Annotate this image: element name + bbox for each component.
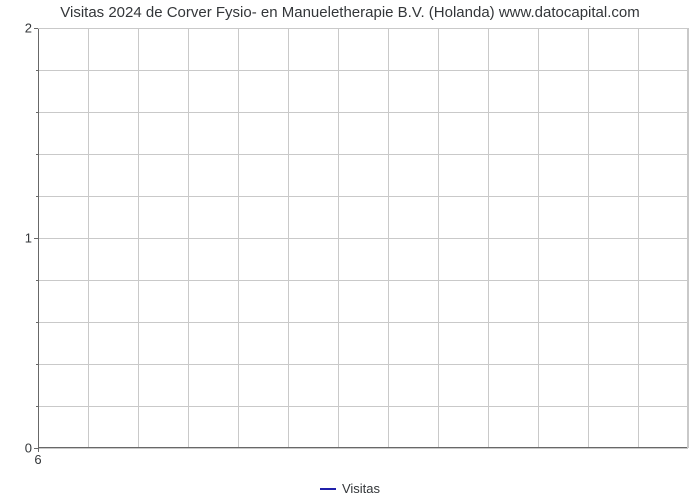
plot-border	[38, 447, 688, 448]
grid-line-h	[38, 322, 688, 323]
grid-line-v	[88, 28, 89, 448]
grid-line-h	[38, 280, 688, 281]
grid-line-v	[238, 28, 239, 448]
legend-swatch	[320, 488, 336, 490]
grid-line-v	[688, 28, 689, 448]
grid-line-v	[338, 28, 339, 448]
grid-line-v	[388, 28, 389, 448]
plot-border	[38, 28, 39, 448]
y-tick-label: 1	[25, 231, 32, 246]
y-tick-label: 0	[25, 441, 32, 456]
chart-title: Visitas 2024 de Corver Fysio- en Manuele…	[0, 4, 700, 21]
legend-label: Visitas	[342, 481, 380, 496]
grid-line-v	[288, 28, 289, 448]
grid-line-h	[38, 364, 688, 365]
plot-area: 0126	[38, 28, 688, 448]
grid-line-v	[588, 28, 589, 448]
grid-line-h	[38, 112, 688, 113]
grid-line-h	[38, 238, 688, 239]
grid-line-h	[38, 196, 688, 197]
grid-line-v	[538, 28, 539, 448]
x-tick-mark	[38, 448, 39, 452]
grid-line-h	[38, 70, 688, 71]
grid-line-h	[38, 154, 688, 155]
grid-line-v	[138, 28, 139, 448]
plot-border	[38, 28, 688, 29]
grid-line-v	[638, 28, 639, 448]
plot-border	[687, 28, 688, 448]
grid-line-h	[38, 406, 688, 407]
grid-line-v	[488, 28, 489, 448]
grid-line-h	[38, 448, 688, 449]
legend: Visitas	[0, 481, 700, 496]
chart-container: Visitas 2024 de Corver Fysio- en Manuele…	[0, 0, 700, 500]
x-tick-label: 6	[34, 452, 41, 467]
grid-line-v	[188, 28, 189, 448]
grid-line-v	[438, 28, 439, 448]
y-tick-label: 2	[25, 21, 32, 36]
